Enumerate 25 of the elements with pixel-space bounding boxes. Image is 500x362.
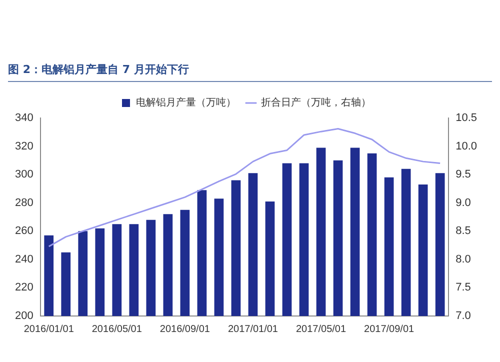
y-tick-label: 300 bbox=[14, 168, 34, 181]
x-tick-label: 2017/05/01 bbox=[296, 324, 346, 335]
y2-tick-label: 9.5 bbox=[456, 168, 471, 181]
x-tick-label: 2017/01/01 bbox=[228, 324, 278, 335]
y-tick-label: 200 bbox=[14, 310, 34, 322]
y2-tick-label: 7.5 bbox=[456, 282, 471, 294]
y2-tick-label: 9.0 bbox=[456, 196, 471, 209]
y-tick-label: 240 bbox=[14, 253, 34, 266]
y-tick-label: 280 bbox=[14, 196, 34, 209]
y-tick-label: 340 bbox=[14, 112, 34, 124]
y2-tick-label: 8.5 bbox=[456, 225, 471, 238]
x-tick-label: 2017/09/01 bbox=[364, 324, 415, 335]
x-tick-label: 2016/01/01 bbox=[24, 324, 74, 335]
y2-tick-label: 8.0 bbox=[456, 253, 471, 266]
y2-tick-label: 7.0 bbox=[456, 310, 471, 322]
y-tick-label: 320 bbox=[14, 140, 34, 152]
y2-tick-label: 10.5 bbox=[456, 112, 478, 124]
chart-title: 图 2：电解铝月产量自 7 月开始下行 bbox=[8, 8, 492, 82]
x-tick-label: 2016/09/01 bbox=[160, 324, 210, 335]
legend-label: 折合日产（万吨，右轴） bbox=[261, 96, 371, 109]
y-tick-label: 220 bbox=[14, 282, 34, 294]
y2-tick-label: 10.0 bbox=[456, 140, 478, 152]
y-tick-label: 260 bbox=[14, 225, 34, 238]
legend-label: 电解铝月产量（万吨） bbox=[136, 96, 236, 109]
x-tick-label: 2016/05/01 bbox=[92, 324, 142, 335]
